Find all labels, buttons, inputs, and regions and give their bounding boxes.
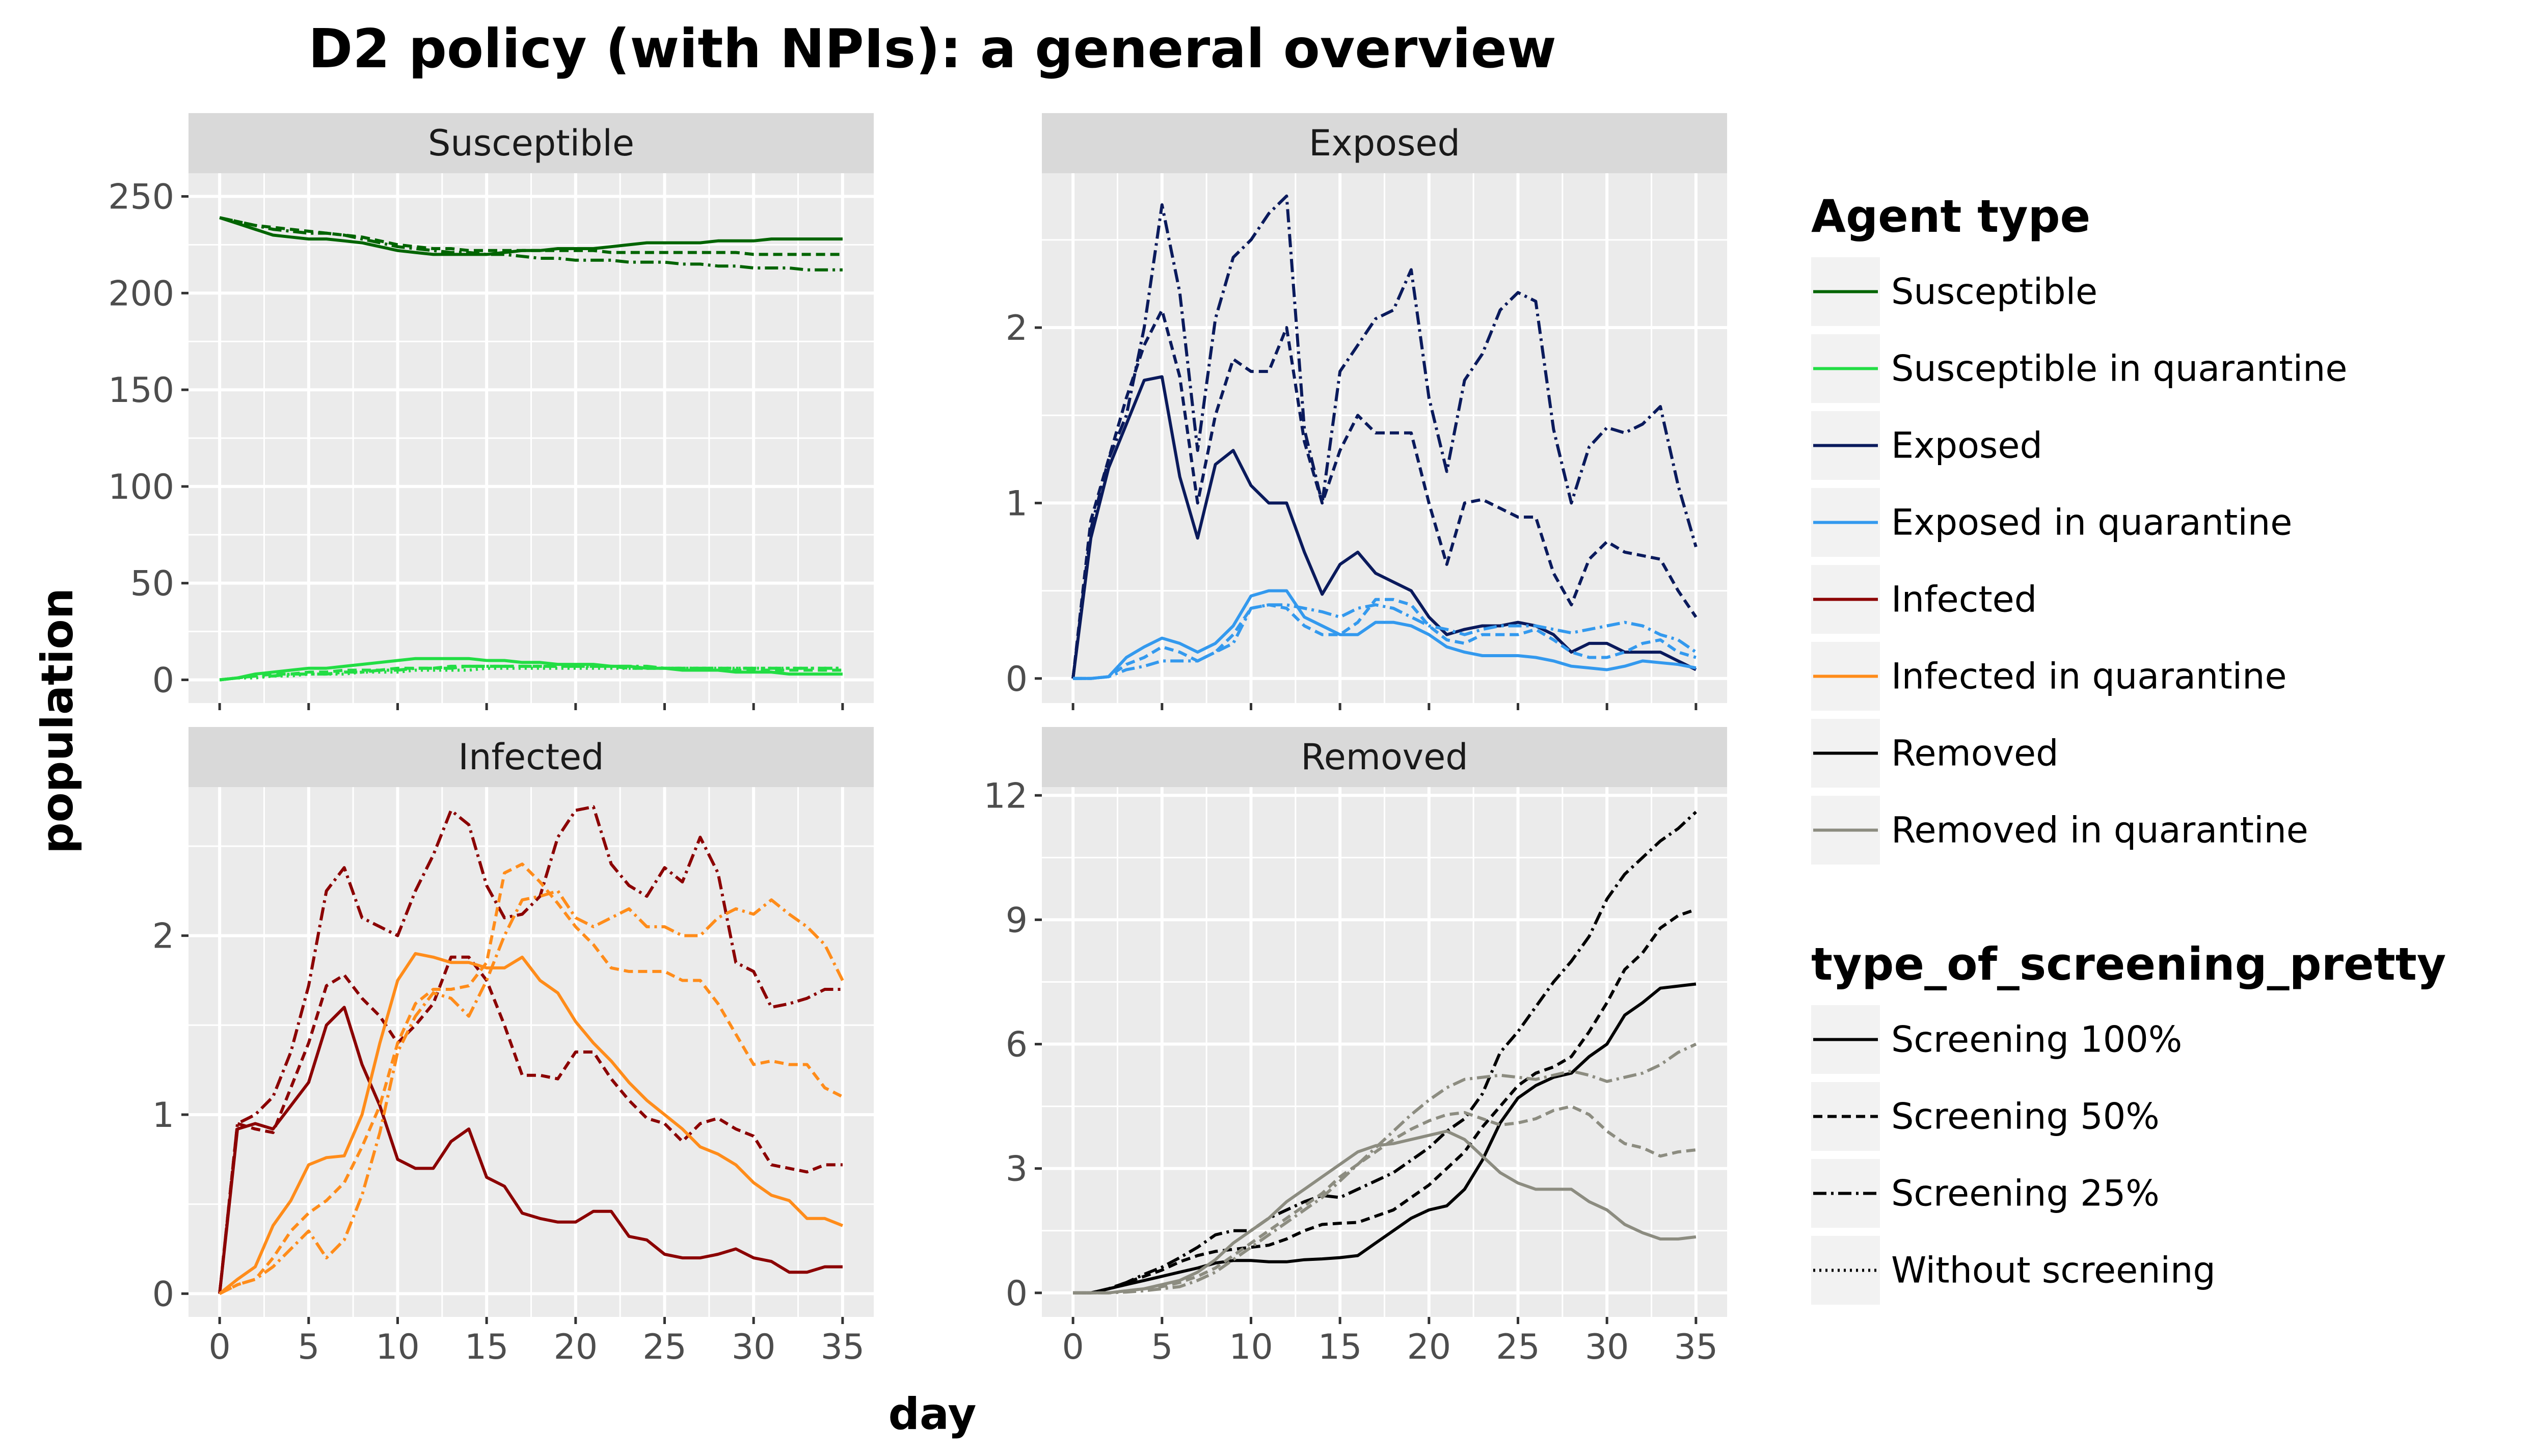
facet-strip-label: Susceptible (428, 122, 634, 164)
facet-strip-label: Exposed (1309, 122, 1460, 164)
x-tick-label: 25 (1496, 1327, 1540, 1367)
series-group (1071, 194, 1698, 680)
y-tick-label: 9 (1006, 900, 1028, 940)
legend-label: Susceptible in quarantine (1891, 348, 2347, 390)
y-tick-label: 1 (1006, 483, 1028, 524)
series-group (218, 805, 844, 1295)
y-tick-label: 6 (1006, 1025, 1028, 1065)
series-group (219, 216, 843, 682)
y-tick-label: 100 (108, 467, 174, 507)
x-tick-label: 20 (1407, 1327, 1451, 1367)
y-tick-label: 250 (108, 177, 174, 218)
legend-label: Screening 50% (1891, 1096, 2160, 1138)
series-line-infected-in-quarantine-screening-50 (219, 862, 844, 1295)
series-line-exposed-in-quarantine-screening-50 (1073, 598, 1697, 680)
y-axis-title: population (32, 588, 83, 854)
y-tick-label: 150 (108, 370, 174, 411)
facet-panel-exposed: Exposed 0 1 2 (1006, 113, 1727, 710)
series-line-removed-screening-100 (1073, 982, 1697, 1295)
series-line-removed-screening-25 (1073, 811, 1697, 1295)
y-tick-label: 0 (152, 1274, 174, 1314)
legend-label: Without screening (1891, 1250, 2216, 1291)
series-line-susceptible-in-quarantine-screening-100 (219, 657, 843, 682)
series-line-infected-screening-100 (218, 1006, 843, 1294)
facet-strip (1042, 727, 1727, 787)
x-tick-label: 5 (298, 1327, 319, 1367)
legend-label: Infected in quarantine (1891, 656, 2287, 697)
x-tick-label: 35 (821, 1327, 865, 1367)
x-tick-label: 5 (1151, 1327, 1173, 1367)
x-tick-label: 15 (1318, 1327, 1362, 1367)
y-tick-label: 1 (152, 1095, 174, 1136)
legend-label: Removed (1891, 733, 2059, 774)
series-line-susceptible-screening-25 (219, 216, 843, 272)
series-line-exposed-in-quarantine-screening-100 (1073, 589, 1697, 680)
x-tick-label: 35 (1674, 1327, 1718, 1367)
y-tick-label: 12 (983, 776, 1028, 816)
series-line-infected-screening-50 (218, 955, 843, 1294)
facet-strip-label: Removed (1301, 736, 1468, 778)
legend-title-color: Agent type (1811, 190, 2090, 242)
series-line-removed-in-quarantine-screening-100 (1073, 1129, 1697, 1295)
x-tick-label: 30 (1585, 1327, 1629, 1367)
x-tick-label: 0 (1062, 1327, 1084, 1367)
legend-label: Exposed (1891, 425, 2042, 467)
series-line-removed-in-quarantine-screening-25 (1073, 1042, 1697, 1295)
x-tick-label: 10 (375, 1327, 420, 1367)
y-tick-label: 0 (152, 660, 174, 700)
y-tick-label: 0 (1006, 1274, 1028, 1314)
series-line-exposed-screening-50 (1071, 308, 1698, 679)
series-line-infected-screening-25 (218, 805, 843, 1294)
legend-title-linetype: type_of_screening_pretty (1811, 938, 2446, 990)
legend-label: Susceptible (1891, 271, 2097, 313)
facet-panel-susceptible: Susceptible 0 50 100 150 200 250 (108, 113, 874, 710)
x-tick-label: 15 (465, 1327, 509, 1367)
legend: Agent type Susceptible Susceptible in quar… (1811, 190, 2446, 1305)
series-line-removed-screening-50 (1073, 908, 1697, 1295)
x-tick-label: 10 (1229, 1327, 1273, 1367)
y-tick-label: 0 (1006, 659, 1028, 699)
series-line-exposed-in-quarantine-screening-25 (1073, 603, 1697, 680)
series-line-susceptible-in-quarantine-screening-50 (219, 664, 843, 682)
series-line-infected-in-quarantine-screening-25 (219, 889, 844, 1295)
facet-strip (189, 113, 874, 173)
series-group (1073, 811, 1697, 1295)
series-line-susceptible-in-quarantine-without-screening (219, 666, 843, 682)
legend-label: Infected (1891, 579, 2037, 621)
legend-label: Screening 25% (1891, 1173, 2160, 1215)
series-line-exposed-screening-100 (1071, 375, 1697, 679)
y-tick-label: 200 (108, 274, 174, 314)
y-tick-label: 50 (130, 564, 174, 604)
facet-strip-label: Infected (458, 736, 604, 778)
y-tick-label: 3 (1006, 1149, 1028, 1190)
series-line-exposed-screening-25 (1071, 194, 1698, 679)
chart-title: D2 policy (with NPIs): a general overvie… (308, 18, 1556, 80)
facet-strip (1042, 113, 1727, 173)
x-tick-label: 25 (642, 1327, 687, 1367)
series-line-infected-in-quarantine-screening-100 (219, 952, 844, 1295)
series-line-removed-in-quarantine-screening-50 (1073, 1104, 1697, 1295)
x-tick-label: 20 (554, 1327, 598, 1367)
legend-label: Exposed in quarantine (1891, 502, 2292, 544)
facet-strip (189, 727, 874, 787)
x-axis-title: day (888, 1389, 976, 1440)
x-tick-label: 30 (732, 1327, 776, 1367)
legend-label: Screening 100% (1891, 1019, 2182, 1061)
legend-label: Removed in quarantine (1891, 810, 2308, 851)
facet-panel-removed: Removed 0 3 6 9 12 0 5 10 15 20 25 30 35 (983, 727, 1727, 1367)
x-tick-label: 0 (209, 1327, 231, 1367)
y-tick-label: 2 (152, 916, 174, 957)
facet-panels: Susceptible050100150200250Exposed012Infe… (108, 113, 1727, 1367)
y-tick-label: 2 (1006, 308, 1028, 348)
